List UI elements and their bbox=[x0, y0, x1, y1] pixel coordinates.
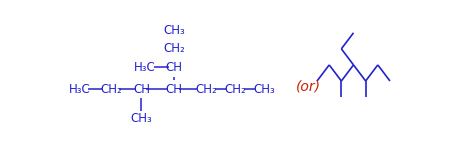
Text: (or): (or) bbox=[296, 80, 321, 94]
Text: H₃C: H₃C bbox=[69, 83, 91, 96]
Text: CH₃: CH₃ bbox=[131, 112, 152, 125]
Text: CH: CH bbox=[133, 83, 150, 96]
Text: CH₂: CH₂ bbox=[225, 83, 246, 96]
Text: CH: CH bbox=[166, 61, 183, 74]
Text: CH₂: CH₂ bbox=[196, 83, 218, 96]
Text: CH: CH bbox=[166, 83, 183, 96]
Text: H₃C: H₃C bbox=[134, 61, 156, 74]
Text: CH₂: CH₂ bbox=[100, 83, 122, 96]
Text: CH₂: CH₂ bbox=[163, 42, 185, 55]
Text: CH₃: CH₃ bbox=[163, 24, 185, 37]
Text: CH₃: CH₃ bbox=[253, 83, 275, 96]
